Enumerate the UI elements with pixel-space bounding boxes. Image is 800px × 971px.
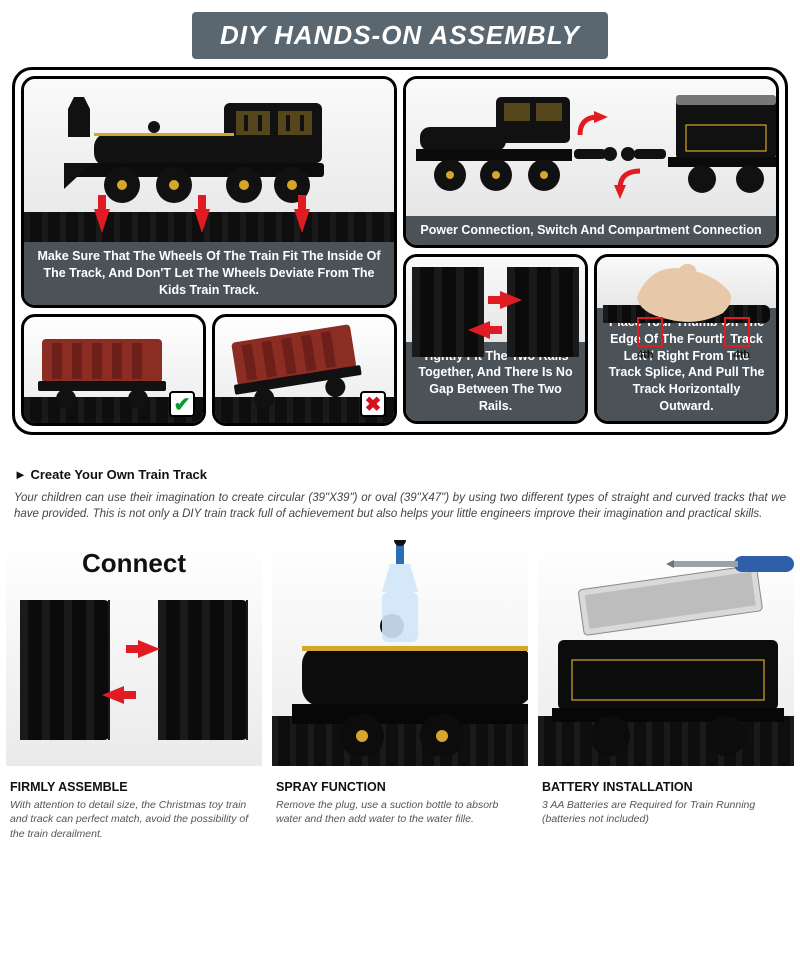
cargo-compare-row: ✔ ✖	[21, 314, 397, 426]
x-icon: ✖	[360, 391, 386, 417]
rail-piece-right	[158, 600, 248, 740]
arrow-right-icon	[138, 640, 160, 658]
highlight-box-icon	[724, 317, 750, 347]
rail-left	[412, 267, 484, 357]
left-column: Make Sure That The Wheels Of The Train F…	[21, 76, 397, 426]
panel-wheels-fit: Make Sure That The Wheels Of The Train F…	[21, 76, 397, 308]
locomotive-illustration	[54, 89, 354, 209]
feature-title: BATTERY INSTALLATION	[542, 780, 790, 794]
bottom-subrow: Tightly Fit The Two Rails Together, And …	[403, 254, 779, 424]
feature-desc: With attention to detail size, the Chris…	[10, 798, 258, 841]
arrow-left-icon	[468, 321, 490, 339]
arrow-down-icon	[194, 209, 210, 233]
feature-image-battery	[538, 540, 794, 766]
feature-battery-installation: BATTERY INSTALLATION 3 AA Batteries are …	[538, 540, 794, 841]
panel-wheels-caption: Make Sure That The Wheels Of The Train F…	[24, 242, 394, 305]
feature-image-connect: Connect	[6, 540, 262, 766]
arrow-right-icon	[500, 291, 522, 309]
assembly-grid: Make Sure That The Wheels Of The Train F…	[12, 67, 788, 435]
spray-bottle-icon	[370, 540, 440, 650]
cargo-car-icon	[34, 329, 184, 409]
rail-right	[507, 267, 579, 357]
cargo-correct: ✔	[21, 314, 206, 426]
feature-spray-function: SPRAY FUNCTION Remove the plug, use a su…	[272, 540, 528, 841]
cargo-wrong: ✖	[212, 314, 397, 426]
arrow-down-icon	[94, 209, 110, 233]
screwdriver-icon	[654, 542, 794, 612]
connect-title: Connect	[6, 548, 262, 579]
panel-rails-fit: Tightly Fit The Two Rails Together, And …	[403, 254, 588, 424]
feature-grid: Connect FIRMLY ASSEMBLE With attention t…	[6, 540, 794, 841]
highlight-box-icon	[637, 317, 663, 347]
rail-piece-left	[20, 600, 110, 740]
panel-power-image	[406, 79, 776, 216]
header-banner: DIY HANDS-ON ASSEMBLY	[192, 12, 608, 59]
label-4th-right: 4th	[734, 349, 751, 361]
panel-thumb-image: 4th 4th	[597, 257, 776, 308]
feature-title: SPRAY FUNCTION	[276, 780, 524, 794]
feature-desc: Remove the plug, use a suction bottle to…	[276, 798, 524, 826]
panel-rails-image	[406, 257, 585, 342]
check-icon: ✔	[169, 391, 195, 417]
feature-desc: 3 AA Batteries are Required for Train Ru…	[542, 798, 790, 826]
feature-firmly-assemble: Connect FIRMLY ASSEMBLE With attention t…	[6, 540, 262, 841]
arrow-left-icon	[102, 686, 124, 704]
feature-title: FIRMLY ASSEMBLE	[10, 780, 258, 794]
panel-wheels-image	[24, 79, 394, 242]
panel-power-connection: Power Connection, Switch And Compartment…	[403, 76, 779, 248]
panel-thumb-pull: 4th 4th Place Your Thumb On The Edge Of …	[594, 254, 779, 424]
panel-power-caption: Power Connection, Switch And Compartment…	[406, 216, 776, 245]
locomotive-and-car-icon	[406, 79, 776, 213]
description-block: ► Create Your Own Train Track Your child…	[14, 467, 786, 522]
right-column: Power Connection, Switch And Compartment…	[403, 76, 779, 426]
description-heading: ► Create Your Own Train Track	[14, 467, 786, 482]
curved-arrow-icon	[574, 109, 608, 143]
arrow-down-icon	[294, 209, 310, 233]
curved-arrow-icon	[612, 165, 646, 199]
description-paragraph: Your children can use their imagination …	[14, 490, 786, 522]
feature-image-spray	[272, 540, 528, 766]
label-4th-left: 4th	[637, 349, 654, 361]
